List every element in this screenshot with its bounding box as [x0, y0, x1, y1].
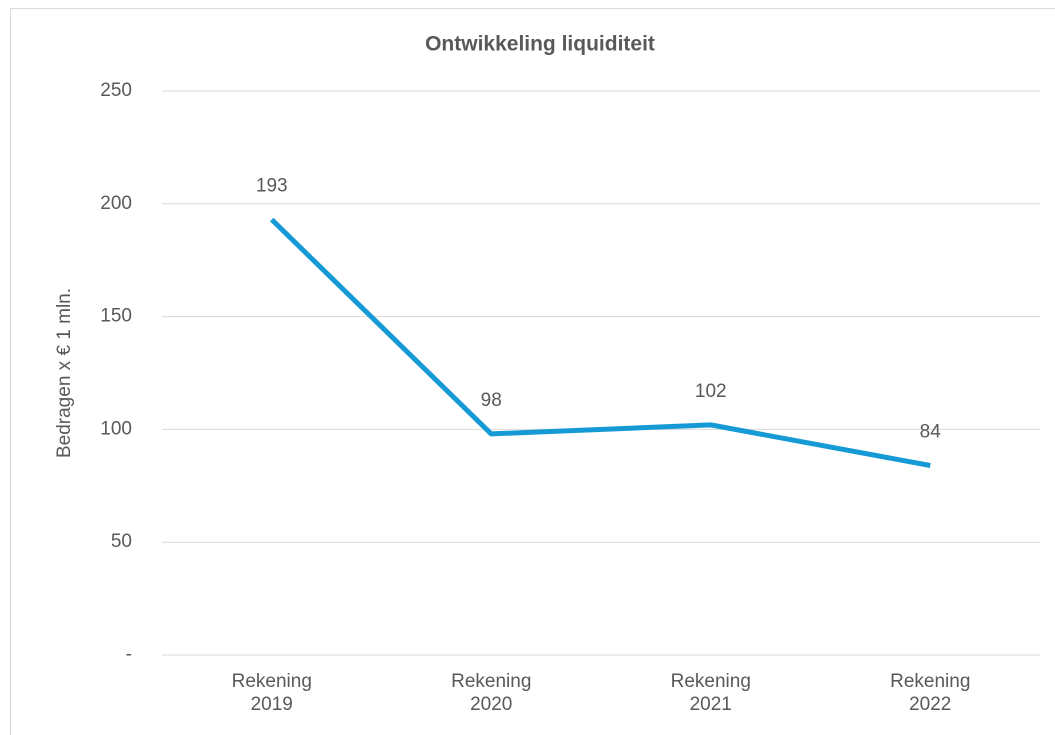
- data-label: 84: [920, 422, 942, 443]
- data-label: 98: [481, 390, 502, 411]
- y-axis-label: Bedragen x € 1 mln.: [54, 288, 75, 458]
- y-tick-label: 200: [100, 193, 132, 214]
- x-tick-label: Rekening 2019: [231, 671, 312, 715]
- x-tick-label: Rekening 2021: [670, 671, 751, 715]
- chart-title: Ontwikkeling liquiditeit: [425, 33, 655, 56]
- data-label: 102: [695, 381, 727, 402]
- y-tick-label: 100: [100, 418, 132, 439]
- x-tick-label: Rekening 2022: [890, 671, 971, 715]
- chart-border: [10, 8, 1055, 735]
- data-label: 193: [256, 176, 288, 197]
- y-tick-label: 150: [100, 306, 132, 327]
- y-tick-label: 50: [111, 531, 132, 552]
- y-tick-label: -: [126, 644, 132, 665]
- y-tick-label: 250: [100, 80, 132, 101]
- data-line: [270, 217, 931, 468]
- x-tick-label: Rekening 2020: [451, 671, 532, 715]
